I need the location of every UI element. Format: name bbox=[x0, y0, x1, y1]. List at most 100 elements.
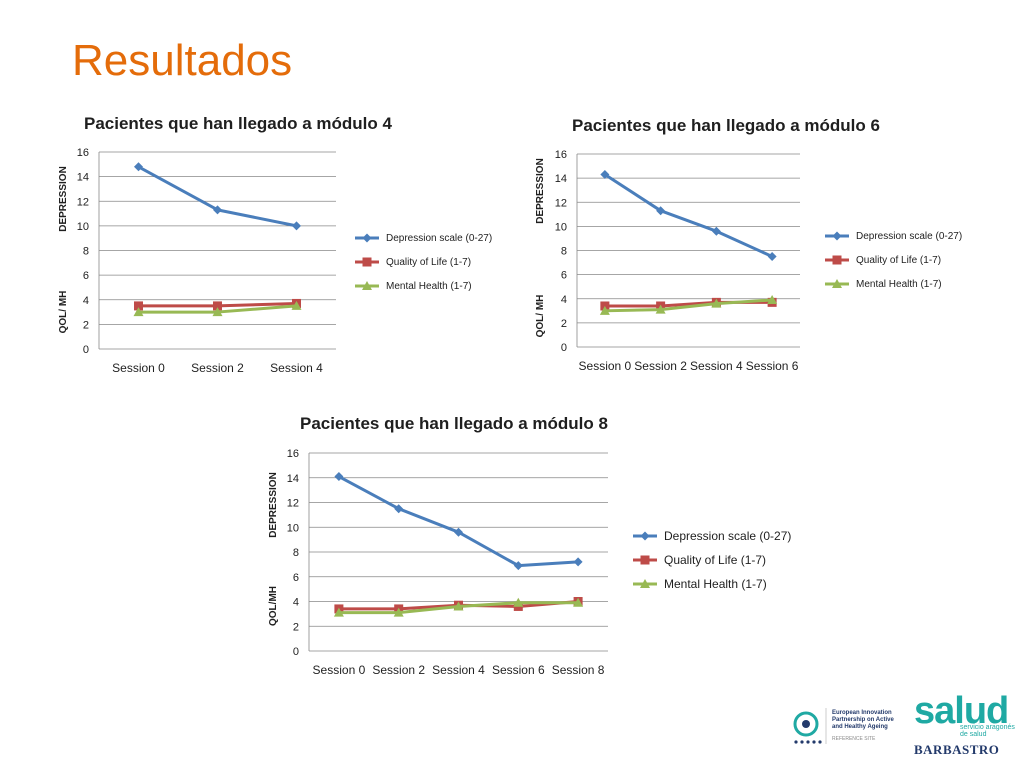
legend-swatch-depression-icon bbox=[825, 231, 849, 241]
y-axis-label-depression: DEPRESSION bbox=[535, 158, 546, 224]
data-point-mental-health bbox=[655, 304, 666, 314]
data-point-mental-health bbox=[133, 307, 144, 317]
x-tick-label: Session 8 bbox=[552, 663, 605, 677]
chart-title-modulo-8: Pacientes que han llegado a módulo 8 bbox=[300, 414, 608, 433]
y-tick-label: 14 bbox=[77, 172, 89, 184]
eip-line-2: Partnership on Active bbox=[832, 717, 894, 723]
data-point-mental-health bbox=[513, 597, 524, 607]
salud-logo-subtitle: servicio aragonés de salud bbox=[960, 724, 1020, 738]
legend-label: Quality of Life (1-7) bbox=[664, 553, 767, 567]
y-tick-label: 0 bbox=[293, 646, 299, 658]
y-tick-label: 6 bbox=[561, 270, 567, 282]
eip-line-1: European Innovation bbox=[832, 710, 892, 716]
y-tick-label: 10 bbox=[77, 221, 89, 233]
y-tick-label: 16 bbox=[77, 147, 89, 159]
legend-swatch-mental-health-icon bbox=[825, 279, 849, 288]
y-tick-label: 14 bbox=[555, 173, 567, 185]
x-tick-label: Session 4 bbox=[690, 359, 743, 373]
legend-item-mental-health: Mental Health (1-7) bbox=[354, 274, 492, 298]
legend-swatch-mental-health-icon bbox=[633, 579, 657, 588]
legend-label: Mental Health (1-7) bbox=[664, 577, 767, 591]
eip-line-3: and Healthy Ageing bbox=[832, 724, 888, 730]
salud-logo-word: salud bbox=[914, 690, 1009, 732]
legend-label: Depression scale (0-27) bbox=[856, 230, 963, 242]
x-tick-label: Session 2 bbox=[634, 359, 687, 373]
x-tick-label: Session 6 bbox=[492, 663, 545, 677]
data-point-depression bbox=[711, 226, 721, 236]
data-point-depression bbox=[213, 205, 222, 215]
data-point-depression bbox=[656, 206, 666, 216]
y-axis-label-qol-mh: QOL/ MH bbox=[58, 291, 69, 334]
data-point-depression bbox=[394, 504, 404, 514]
y-tick-label: 4 bbox=[293, 597, 299, 609]
data-point-depression bbox=[334, 472, 344, 482]
legend-item-depression: Depression scale (0-27) bbox=[354, 226, 492, 250]
data-point-mental-health bbox=[291, 300, 302, 310]
legend-modulo-6: Depression scale (0-27) Quality of Life (… bbox=[824, 224, 962, 296]
y-tick-label: 10 bbox=[287, 522, 299, 534]
data-point-mental-health bbox=[333, 607, 344, 617]
eip-aha-logo-icon bbox=[793, 708, 827, 744]
x-tick-label: Session 0 bbox=[313, 663, 366, 677]
y-tick-label: 2 bbox=[293, 621, 299, 633]
legend-label: Quality of Life (1-7) bbox=[856, 254, 942, 266]
data-point-depression bbox=[134, 162, 143, 172]
y-tick-label: 8 bbox=[293, 547, 299, 559]
x-tick-label: Session 2 bbox=[191, 361, 244, 375]
data-point-depression bbox=[573, 557, 583, 567]
legend-modulo-8: Depression scale (0-27) Quality of Life (… bbox=[632, 524, 791, 596]
data-point-depression bbox=[767, 252, 777, 262]
data-point-depression bbox=[454, 527, 463, 537]
slide-title: Resultados bbox=[72, 36, 293, 85]
legend-modulo-4: Depression scale (0-27) Quality of Life (… bbox=[354, 226, 492, 298]
x-tick-label: Session 4 bbox=[270, 361, 323, 375]
data-point-mental-health bbox=[453, 601, 464, 611]
y-tick-label: 12 bbox=[77, 196, 89, 208]
data-point-depression bbox=[600, 170, 610, 180]
data-point-mental-health bbox=[393, 607, 404, 617]
legend-label: Depression scale (0-27) bbox=[386, 232, 493, 244]
x-tick-label: Session 4 bbox=[432, 663, 485, 677]
y-axis-label-depression: DEPRESSION bbox=[58, 166, 69, 232]
data-point-depression bbox=[292, 221, 301, 231]
legend-swatch-depression-icon bbox=[633, 531, 657, 541]
data-point-mental-health bbox=[767, 294, 778, 304]
salud-sub-1: servicio aragonés bbox=[960, 724, 1015, 731]
y-tick-label: 16 bbox=[555, 149, 567, 161]
data-point-quality-of-life bbox=[213, 301, 222, 311]
salud-logo-city: BARBASTRO bbox=[914, 742, 1000, 757]
x-tick-label: Session 6 bbox=[746, 359, 799, 373]
legend-swatch-depression-icon bbox=[355, 233, 379, 243]
y-tick-label: 0 bbox=[83, 344, 89, 356]
legend-swatch-quality-of-life-icon bbox=[355, 257, 379, 267]
y-tick-label: 12 bbox=[555, 197, 567, 209]
y-axis-label-qol-mh: QOL/MH bbox=[268, 586, 279, 626]
y-tick-label: 4 bbox=[561, 294, 567, 306]
legend-item-mental-health: Mental Health (1-7) bbox=[824, 272, 962, 296]
chart-title-modulo-6: Pacientes que han llegado a módulo 6 bbox=[572, 116, 880, 135]
chart-title-modulo-4: Pacientes que han llegado a módulo 4 bbox=[84, 114, 392, 133]
legend-item-quality-of-life: Quality of Life (1-7) bbox=[824, 248, 962, 272]
y-axis-label-qol-mh: QOL/ MH bbox=[535, 295, 546, 338]
y-tick-label: 6 bbox=[83, 270, 89, 282]
legend-label: Quality of Life (1-7) bbox=[386, 256, 472, 268]
y-tick-label: 2 bbox=[561, 318, 567, 330]
salud-sub-2: de salud bbox=[960, 731, 987, 738]
legend-swatch-quality-of-life-icon bbox=[633, 555, 657, 565]
eip-aha-logo-text: European Innovation Partnership on Activ… bbox=[832, 710, 912, 731]
data-point-mental-health bbox=[599, 305, 610, 315]
legend-item-quality-of-life: Quality of Life (1-7) bbox=[354, 250, 492, 274]
x-tick-label: Session 0 bbox=[579, 359, 632, 373]
y-tick-label: 6 bbox=[293, 572, 299, 584]
legend-swatch-quality-of-life-icon bbox=[825, 255, 849, 265]
y-tick-label: 8 bbox=[561, 246, 567, 258]
y-tick-label: 16 bbox=[287, 448, 299, 460]
legend-item-quality-of-life: Quality of Life (1-7) bbox=[632, 548, 791, 572]
x-tick-label: Session 2 bbox=[372, 663, 425, 677]
legend-label: Mental Health (1-7) bbox=[386, 280, 472, 292]
y-tick-label: 12 bbox=[287, 498, 299, 510]
y-tick-label: 10 bbox=[555, 221, 567, 233]
data-point-mental-health bbox=[212, 307, 223, 317]
